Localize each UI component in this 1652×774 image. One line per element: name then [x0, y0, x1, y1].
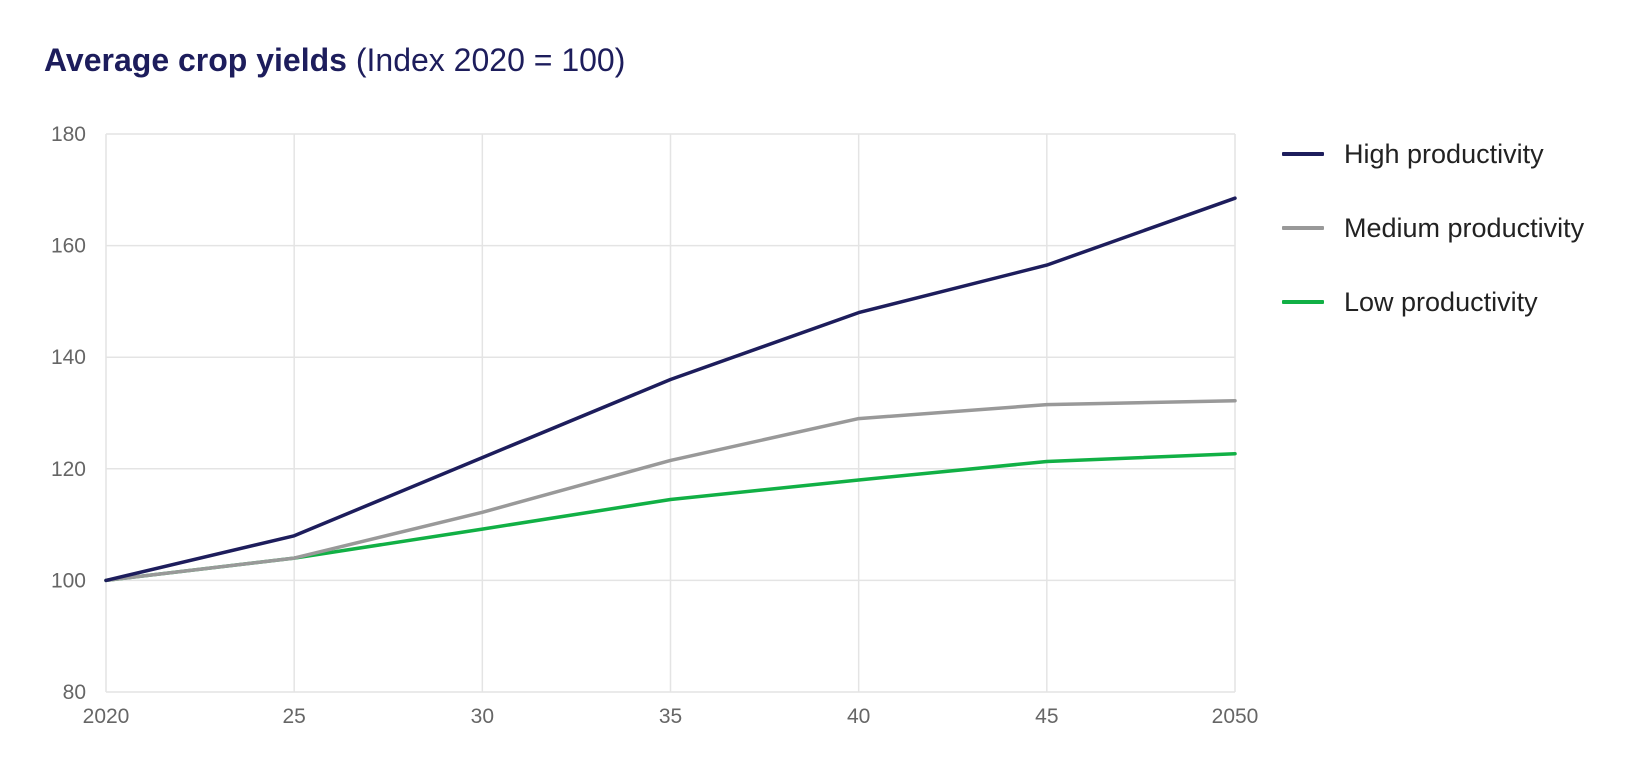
y-tick-label: 80 [63, 681, 86, 704]
axis-labels: 80 100 120 140 160 180 2020 25 30 35 40 45 2050 [51, 123, 1258, 728]
x-tick-label: 2020 [83, 705, 130, 728]
grid [105, 133, 1236, 693]
x-tick-label: 45 [1035, 705, 1058, 728]
chart-title-main: Average crop yields [44, 42, 347, 78]
legend: High productivity Medium productivity Low … [1282, 134, 1584, 356]
legend-swatch [1282, 226, 1324, 230]
chart-title: Average crop yields (Index 2020 = 100) [44, 40, 625, 80]
series-line-medium-productivity [104, 398, 1237, 583]
y-tick-label: 140 [51, 346, 86, 369]
chart-subtitle: (Index 2020 = 100) [355, 42, 626, 78]
x-tick-label: 35 [659, 705, 682, 728]
legend-label: Low productivity [1344, 286, 1538, 317]
y-tick-label: 160 [51, 235, 86, 258]
y-tick-label: 180 [51, 123, 86, 146]
series-lines [104, 196, 1237, 583]
y-tick-label: 120 [51, 458, 86, 481]
legend-item-medium-productivity: Medium productivity [1282, 208, 1584, 248]
x-tick-label: 40 [847, 705, 870, 728]
legend-item-low-productivity: Low productivity [1282, 282, 1584, 322]
legend-label: Medium productivity [1344, 212, 1585, 243]
x-tick-label: 25 [282, 705, 305, 728]
series-line-high-productivity [104, 196, 1237, 583]
x-tick-label: 30 [471, 705, 494, 728]
legend-swatch [1282, 300, 1324, 304]
legend-item-high-productivity: High productivity [1282, 134, 1584, 174]
legend-swatch [1282, 152, 1324, 156]
y-tick-label: 100 [51, 569, 86, 592]
legend-label: High productivity [1344, 138, 1544, 169]
x-tick-label: 2050 [1212, 705, 1259, 728]
